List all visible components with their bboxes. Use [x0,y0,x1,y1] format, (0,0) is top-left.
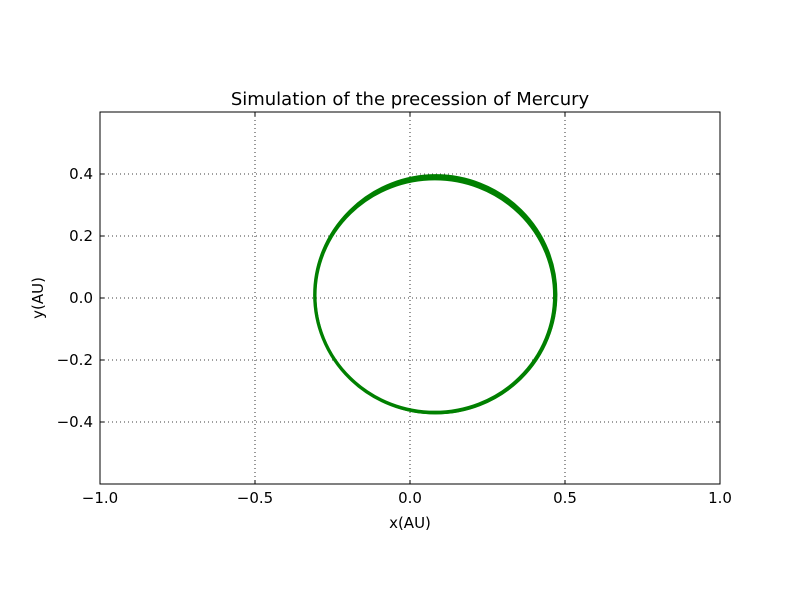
x-tick-label: −1.0 [82,489,118,507]
x-tick-label: −0.5 [237,489,273,507]
x-tick-label: 0.0 [398,489,422,507]
orbit-trace [314,174,558,415]
chart-title: Simulation of the precession of Mercury [231,89,590,110]
y-axis-label: y(AU) [29,277,47,319]
x-axis-label: x(AU) [389,514,431,532]
series-layer [313,174,558,415]
y-tick-label: 0.4 [69,165,93,183]
grid [100,112,720,484]
y-tick-label: −0.2 [57,351,93,369]
x-tick-label: 1.0 [708,489,732,507]
x-tick-label: 0.5 [553,489,577,507]
y-tick-label: 0.0 [69,289,93,307]
y-tick-label: 0.2 [69,227,93,245]
ticks: −1.0 −0.5 0.0 0.5 1.0 −0.4 −0.2 0.0 0.2 0.4 [57,112,732,507]
y-tick-label: −0.4 [57,413,93,431]
